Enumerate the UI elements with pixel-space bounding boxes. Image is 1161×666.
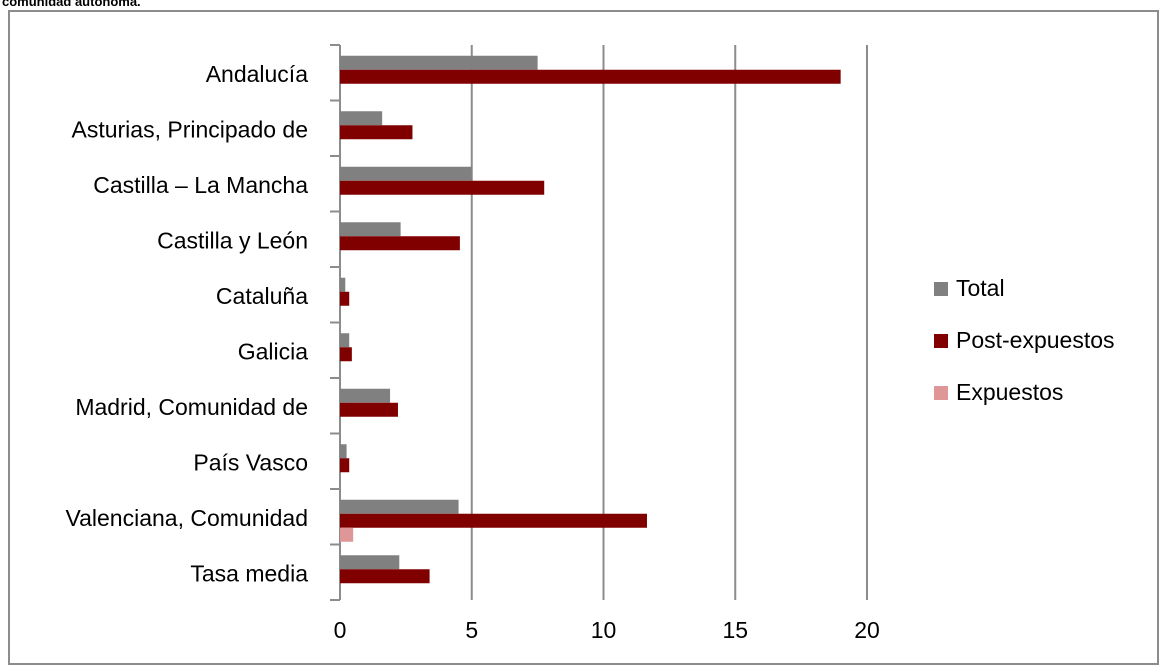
bar-total	[340, 166, 472, 181]
legend-label: Expuestos	[956, 379, 1063, 405]
legend-label: Total	[956, 275, 1005, 301]
category-label: Valenciana, Comunidad	[65, 505, 308, 531]
grid-lines	[470, 45, 868, 600]
bar-total	[340, 55, 538, 70]
x-tick-label: 0	[334, 617, 347, 643]
category-label: Castilla – La Mancha	[93, 172, 308, 198]
bars	[340, 55, 841, 584]
chart-frame	[8, 10, 1159, 665]
category-label: Castilla y León	[157, 227, 308, 253]
bar-total	[340, 555, 400, 570]
bar-post-expuestos	[340, 125, 413, 140]
bar-total	[340, 277, 346, 292]
legend-swatch	[934, 334, 948, 348]
bar-post-expuestos	[340, 69, 841, 84]
x-tick-label: 5	[465, 617, 478, 643]
bar-post-expuestos	[340, 513, 647, 528]
axes	[330, 44, 341, 601]
category-labels: Andalucía Asturias, Principado de Castilla…	[65, 61, 308, 587]
legend-swatch	[934, 282, 948, 296]
bar-post-expuestos	[340, 458, 350, 473]
legend[interactable]: Total Post-expuestos Expuestos	[934, 275, 1115, 405]
bar-post-expuestos	[340, 236, 460, 251]
category-label: País Vasco	[193, 449, 308, 475]
bar-post-expuestos	[340, 569, 430, 584]
bar-total	[340, 111, 383, 126]
legend-swatch	[934, 386, 948, 400]
tick-labels: 0 5 10 15 20	[334, 617, 880, 643]
bar-total	[340, 222, 401, 237]
category-label: Tasa media	[190, 560, 308, 586]
legend-label: Post-expuestos	[956, 327, 1115, 353]
bar-post-expuestos	[340, 347, 352, 362]
category-label: Madrid, Comunidad de	[75, 394, 308, 420]
bar-post-expuestos	[340, 291, 350, 306]
x-tick-label: 10	[591, 617, 617, 643]
x-tick-label: 20	[854, 617, 880, 643]
bar-post-expuestos	[340, 180, 545, 195]
bar-total	[340, 388, 391, 403]
bar-total	[340, 333, 350, 348]
category-label: Andalucía	[206, 61, 309, 87]
chart-caption: comunidad autónoma.	[2, 0, 141, 9]
x-tick-label: 15	[722, 617, 748, 643]
category-label: Galicia	[238, 338, 309, 364]
bar-post-expuestos	[340, 402, 398, 417]
bar-total	[340, 499, 459, 514]
category-label: Cataluña	[216, 283, 308, 309]
bar-expuestos	[340, 527, 354, 542]
category-label: Asturias, Principado de	[71, 116, 308, 142]
bar-total	[340, 444, 347, 459]
